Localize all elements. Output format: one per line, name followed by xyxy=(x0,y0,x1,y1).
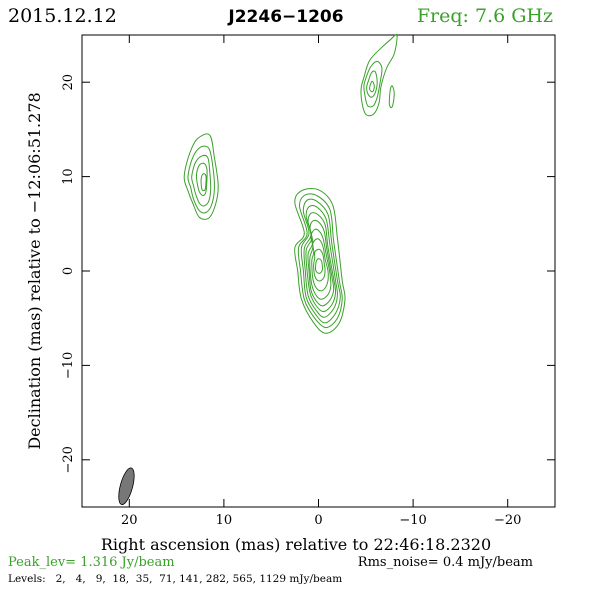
contour-line xyxy=(195,162,208,197)
x-tick-label: 0 xyxy=(314,513,322,528)
x-tick-label: −10 xyxy=(399,513,426,528)
contour-line xyxy=(309,228,332,300)
source-name: J2246−1206 xyxy=(227,7,343,27)
y-tick-label: −10 xyxy=(61,352,76,379)
x-tick-label: −20 xyxy=(494,513,521,528)
y-tick-label: −20 xyxy=(61,446,76,473)
contour-line xyxy=(305,212,337,313)
contour-line xyxy=(307,219,335,307)
y-tick-label: 0 xyxy=(61,267,76,275)
plot-frame xyxy=(81,34,556,508)
contour-line xyxy=(314,258,323,274)
contour-line xyxy=(300,198,341,324)
contour-line xyxy=(200,173,207,192)
restoring-beam xyxy=(118,467,135,505)
y-axis-label: Declination (mas) relative to −12:06:51.… xyxy=(25,92,44,449)
contour-line xyxy=(303,204,338,318)
x-axis-label: Right ascension (mas) relative to 22:46:… xyxy=(101,535,491,554)
contour-line xyxy=(297,193,343,329)
frequency-label: Freq: 7.6 GHz xyxy=(417,5,553,27)
peak-level-label: Peak_lev= 1.316 Jy/beam xyxy=(8,555,175,570)
x-tick-label: 20 xyxy=(121,513,138,528)
y-tick-label: 20 xyxy=(61,74,76,91)
contour-line xyxy=(313,248,326,282)
contour-line xyxy=(311,238,329,292)
rms-noise-label: Rms_noise= 0.4 mJy/beam xyxy=(358,555,533,570)
contour-line xyxy=(388,85,395,109)
y-tick-label: 10 xyxy=(61,168,76,185)
contour-line xyxy=(187,145,215,214)
observation-date: 2015.12.12 xyxy=(8,5,117,27)
contour-line xyxy=(183,133,219,220)
contour-line xyxy=(360,33,398,117)
contour-line xyxy=(363,60,383,108)
contour-line xyxy=(369,80,375,93)
plot-area: 20 10 0 −10 −20 20 10 0 −10 −20 xyxy=(61,33,556,528)
contour-line xyxy=(366,70,378,98)
contour-line xyxy=(294,188,346,334)
contour-line xyxy=(191,154,212,207)
contour-levels-label: Levels: 2, 4, 9, 18, 35, 71, 141, 282, 5… xyxy=(8,573,342,585)
x-tick-label: 10 xyxy=(216,513,233,528)
